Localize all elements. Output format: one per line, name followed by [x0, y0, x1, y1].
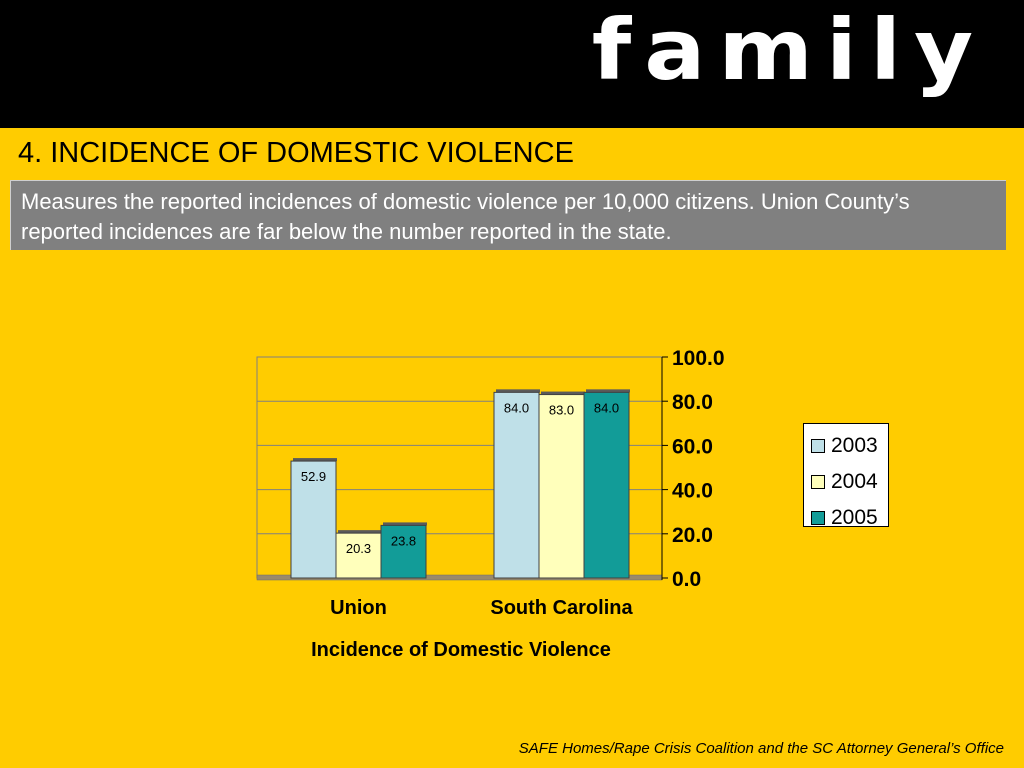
bar-top [586, 389, 630, 393]
y-tick-label: 40.0 [672, 480, 713, 503]
data-label: 52.9 [301, 469, 326, 484]
bar [290, 460, 337, 579]
bar-top [293, 458, 337, 462]
x-category-label: South Carolina [490, 597, 633, 619]
bar [493, 391, 540, 579]
y-tick-label: 0.0 [672, 568, 701, 591]
description-text: Measures the reported incidences of dome… [21, 189, 910, 244]
header-banner: family [0, 0, 1024, 128]
legend-item-2004: 2004 [811, 464, 888, 500]
legend-swatch-2003 [811, 439, 825, 453]
bar-top [383, 522, 427, 526]
y-tick-label: 20.0 [672, 524, 713, 547]
data-label: 84.0 [594, 400, 619, 415]
legend-swatch-2004 [811, 475, 825, 489]
y-tick-label: 100.0 [672, 347, 725, 370]
bar [538, 394, 585, 579]
bar-top [541, 391, 585, 395]
bar [380, 524, 427, 579]
data-label: 84.0 [504, 400, 529, 415]
bar-top [496, 389, 540, 393]
data-label: 23.8 [391, 533, 416, 548]
legend-label-2004: 2004 [831, 470, 878, 493]
bar-top [338, 530, 382, 534]
x-category-label: Union [330, 597, 387, 619]
source-note: SAFE Homes/Rape Crisis Coalition and the… [518, 740, 1004, 757]
description-box: Measures the reported incidences of dome… [10, 180, 1006, 250]
y-tick-label: 60.0 [672, 435, 713, 458]
legend-label-2005: 2005 [831, 506, 878, 529]
data-label: 20.3 [346, 541, 371, 556]
x-axis-title: Incidence of Domestic Violence [311, 639, 611, 661]
bar [583, 391, 630, 579]
data-label: 83.0 [549, 403, 574, 418]
bar [335, 532, 382, 579]
y-tick-label: 80.0 [672, 391, 713, 414]
chart-legend: 2003 2004 2005 [803, 423, 889, 529]
legend-swatch-2005 [811, 511, 825, 525]
slide-title: 4. INCIDENCE OF DOMESTIC VIOLENCE [18, 137, 574, 169]
legend-item-2005: 2005 [811, 500, 888, 536]
banner-title: family [591, 1, 986, 99]
legend-label-2003: 2003 [831, 434, 878, 457]
legend-item-2003: 2003 [811, 428, 888, 464]
